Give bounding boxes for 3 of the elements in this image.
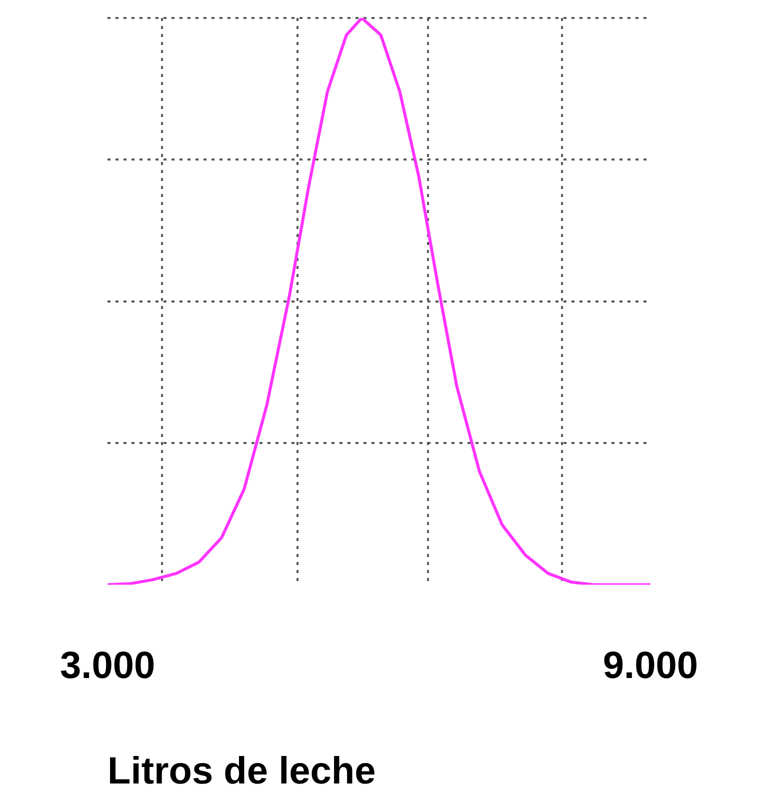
x-tick-label: 9.000 [602, 645, 698, 688]
x-axis-title: Litros de leche [108, 750, 376, 793]
x-tick-label: 3.000 [60, 645, 156, 688]
